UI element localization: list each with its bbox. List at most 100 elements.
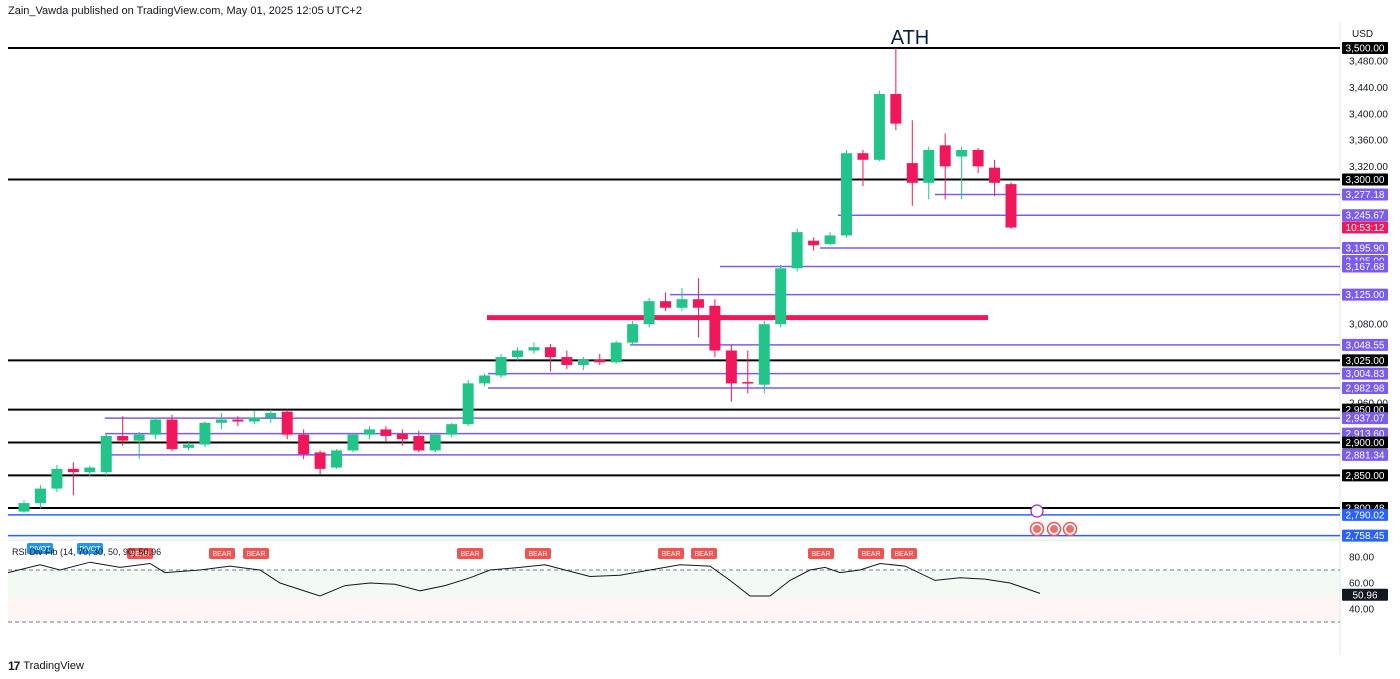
candle-body <box>808 240 820 246</box>
level-tag-label: 3,125.00 <box>1346 290 1385 301</box>
bear-badge-label: BEAR <box>130 551 149 558</box>
candle-body <box>396 434 408 440</box>
rsi-tick-label: 60.00 <box>1349 579 1374 590</box>
candle-body <box>462 383 474 425</box>
level-tag-label: 2,913.60 <box>1346 429 1385 440</box>
candle-body <box>989 167 1001 183</box>
level-tag-label: 3,500.00 <box>1346 44 1385 55</box>
level-tag <box>1342 436 1388 449</box>
bear-badge <box>457 548 483 559</box>
bear-badge <box>209 548 235 559</box>
candle-body <box>166 419 178 450</box>
rsi-lower-zone <box>8 596 1340 622</box>
candle-body <box>841 153 852 236</box>
level-tag <box>1342 469 1388 482</box>
level-tag <box>1342 260 1388 273</box>
candle-body <box>413 435 425 451</box>
candle-body <box>725 350 737 384</box>
level-tag-label: 2,850.00 <box>1346 471 1385 482</box>
rsi-tick-label: 40.00 <box>1349 605 1374 616</box>
bear-badge-label: BEAR <box>694 551 713 558</box>
candle-body <box>133 434 145 441</box>
candle-body <box>939 145 951 167</box>
rsi-pane: 80.00 60.00 40.00 50.96 PIVOT PIVOT BEAR BEAR BE… <box>7 543 1388 623</box>
tradingview-brand: 17 TradingView <box>8 659 84 673</box>
level-tag <box>1342 173 1388 186</box>
level-tag-label: 2,982.98 <box>1346 383 1385 394</box>
candle-body <box>676 299 688 308</box>
us-flag-event-icon-fill <box>1066 525 1074 533</box>
level-tag <box>1342 288 1388 301</box>
countdown-tag <box>1342 221 1388 234</box>
candle-body <box>906 163 918 183</box>
level-tag <box>1342 188 1388 201</box>
level-tag-label: 2,950.00 <box>1346 405 1385 416</box>
lightning-event-icon <box>1030 504 1044 518</box>
candle-body <box>199 422 211 445</box>
ath-annotation: ATH <box>891 27 930 49</box>
y-tick-label: 3,360.00 <box>1349 136 1388 147</box>
candle-body <box>265 412 277 418</box>
level-tag <box>1342 381 1388 394</box>
candle-body <box>873 94 885 160</box>
rsi-upper-zone <box>8 570 1340 596</box>
level-tag-label: 2,790.02 <box>1346 510 1385 521</box>
level-tag-label: 3,048.55 <box>1346 340 1385 351</box>
candle-body <box>1005 184 1017 228</box>
candle-body <box>84 467 96 473</box>
candle-body <box>709 305 721 351</box>
y-tick-label: 3,480.00 <box>1349 57 1388 68</box>
candle-body <box>34 488 46 504</box>
level-tag <box>1342 448 1388 461</box>
level-tag <box>1342 42 1388 54</box>
rsi-line <box>7 561 1041 597</box>
candle-body <box>561 357 573 365</box>
candle-body <box>660 301 672 308</box>
candle-body <box>528 347 540 351</box>
candle-body <box>446 424 458 435</box>
candle-body <box>281 411 293 435</box>
bear-badge <box>891 548 917 559</box>
level-tag-label: 3,004.83 <box>1346 369 1385 380</box>
candle-body <box>594 359 606 363</box>
rsi-tick-label: 80.00 <box>1349 553 1374 564</box>
level-tag-label: 3,195.90 <box>1346 243 1385 254</box>
candle-body <box>18 503 30 512</box>
levels-layer <box>8 47 1340 537</box>
level-tag-label: 2,900.00 <box>1346 438 1385 449</box>
y-tick-label: 3,400.00 <box>1349 109 1388 120</box>
candle-body <box>857 153 869 160</box>
candle-body <box>331 450 343 468</box>
rsi-value-label: 50.96 <box>1352 590 1377 601</box>
pivot-badge-label: PIVOT <box>79 546 101 553</box>
level-tag-label: 2,758.45 <box>1346 531 1385 542</box>
tradingview-logo-icon: 17 <box>8 659 20 673</box>
rsi-label: RSI Div Fib (14, 70, 30, 50, 90) 50.96 <box>12 547 161 557</box>
level-tag <box>1342 412 1388 425</box>
candle-body <box>742 382 754 384</box>
candle-body <box>100 435 112 473</box>
bear-badge <box>127 548 153 559</box>
candle-body <box>824 235 836 244</box>
level-tag <box>1342 508 1388 521</box>
candle-body <box>610 342 622 363</box>
candle-body <box>479 375 491 384</box>
candle-body <box>215 419 227 423</box>
bear-badge <box>808 548 834 559</box>
candle-body <box>627 324 639 343</box>
us-flag-event-icon-fill <box>1033 525 1041 533</box>
candle-body <box>544 347 556 358</box>
bear-badge-label: BEAR <box>811 551 830 558</box>
level-tag <box>1342 209 1388 222</box>
candle-body <box>232 419 244 422</box>
publisher-caption: Zain_Vawda published on TradingView.com,… <box>8 5 362 17</box>
rsi-value-tag <box>1342 588 1388 601</box>
candle-body <box>67 468 79 473</box>
level-tag-label: 3,167.68 <box>1346 262 1385 273</box>
bear-badge-label: BEAR <box>661 551 680 558</box>
candle-body <box>117 435 129 441</box>
level-tag <box>1342 529 1388 542</box>
candle-body <box>150 419 162 435</box>
candle-body <box>512 350 523 358</box>
